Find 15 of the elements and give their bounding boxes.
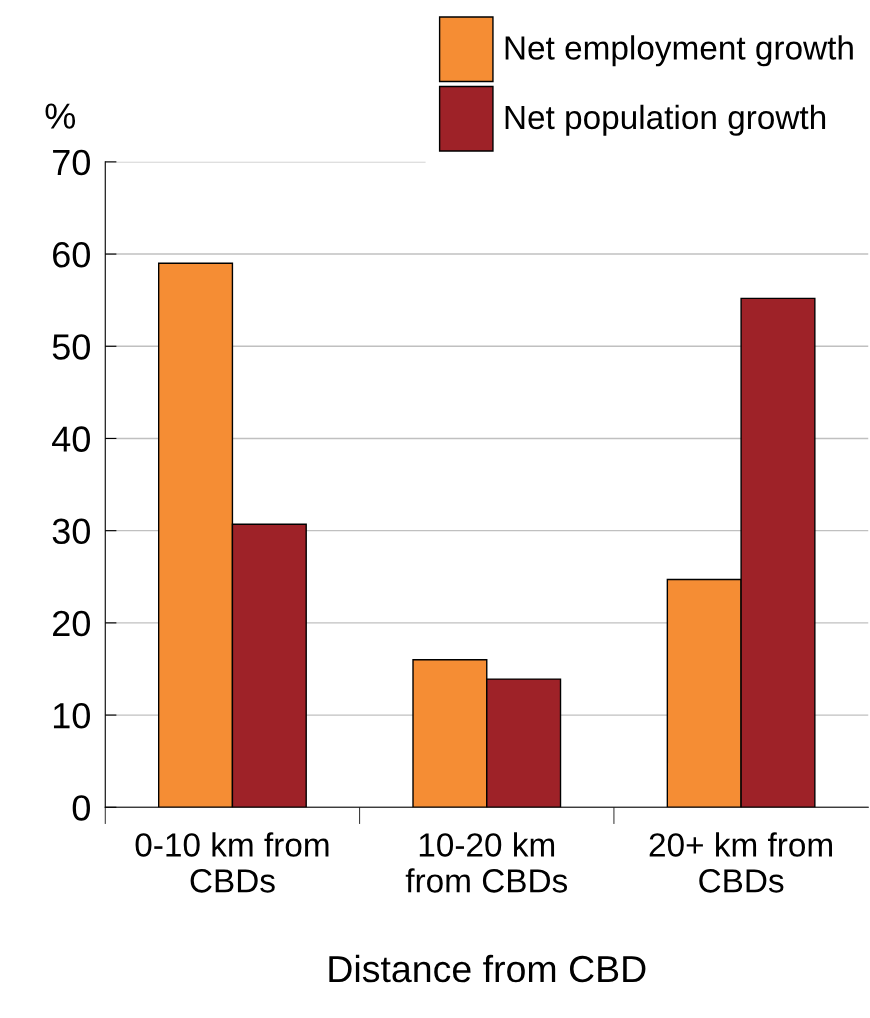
y-tick-label: 50 <box>52 334 90 360</box>
y-tick-label: 60 <box>53 241 90 268</box>
x-tick-label: 10-20 km from CBDs <box>405 832 568 893</box>
legend-label: Net population growth <box>505 104 826 136</box>
y-tick-label: 0 <box>72 795 90 821</box>
x-tick-label: 20+ km from CBDs <box>649 832 832 893</box>
y-tick-label: 10 <box>53 702 90 729</box>
y-tick-label: 30 <box>52 518 90 545</box>
x-tick-label: 0-10 km from CBDs <box>135 832 329 893</box>
x-axis-title: Distance from CBD <box>329 954 646 983</box>
legend-label: Net employment growth <box>505 35 853 67</box>
y-tick-label: 20 <box>53 610 90 637</box>
y-tick-label: 40 <box>52 426 90 452</box>
y-axis-title: % <box>45 103 76 129</box>
y-tick-label: 70 <box>53 149 90 176</box>
